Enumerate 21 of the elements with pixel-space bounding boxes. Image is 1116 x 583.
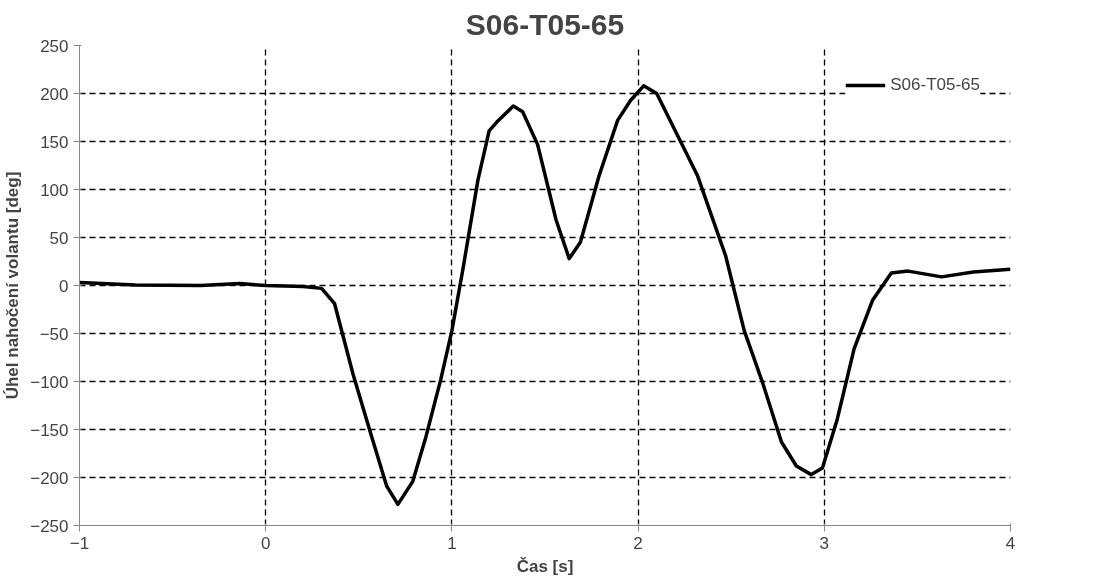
y-tick-label: −150	[30, 420, 69, 440]
x-tick-label: 1	[447, 533, 457, 553]
y-tick-label: 50	[49, 228, 69, 248]
y-tick-label: 100	[40, 180, 69, 200]
x-tick-label: 2	[633, 533, 643, 553]
x-tick-label: 4	[1005, 533, 1016, 553]
y-tick-label: −50	[39, 324, 69, 344]
x-tick-label: 0	[260, 533, 271, 553]
chart-title: S06-T05-65	[465, 7, 625, 41]
x-tick-label: −1	[69, 533, 90, 553]
legend-label: S06-T05-65	[890, 75, 980, 95]
x-axis-title: Čas [s]	[516, 556, 574, 576]
y-tick-label: 200	[40, 84, 69, 104]
y-tick-label: 250	[40, 36, 69, 56]
y-tick-label: −250	[30, 516, 69, 536]
y-tick-label: −200	[30, 468, 69, 488]
y-axis-title: Úhel nahočení volantu [deg]	[3, 171, 23, 400]
y-tick-label: −100	[30, 372, 69, 392]
y-tick-label: 0	[59, 276, 69, 296]
x-tick-label: 3	[819, 533, 830, 553]
y-tick-label: 150	[40, 132, 69, 152]
